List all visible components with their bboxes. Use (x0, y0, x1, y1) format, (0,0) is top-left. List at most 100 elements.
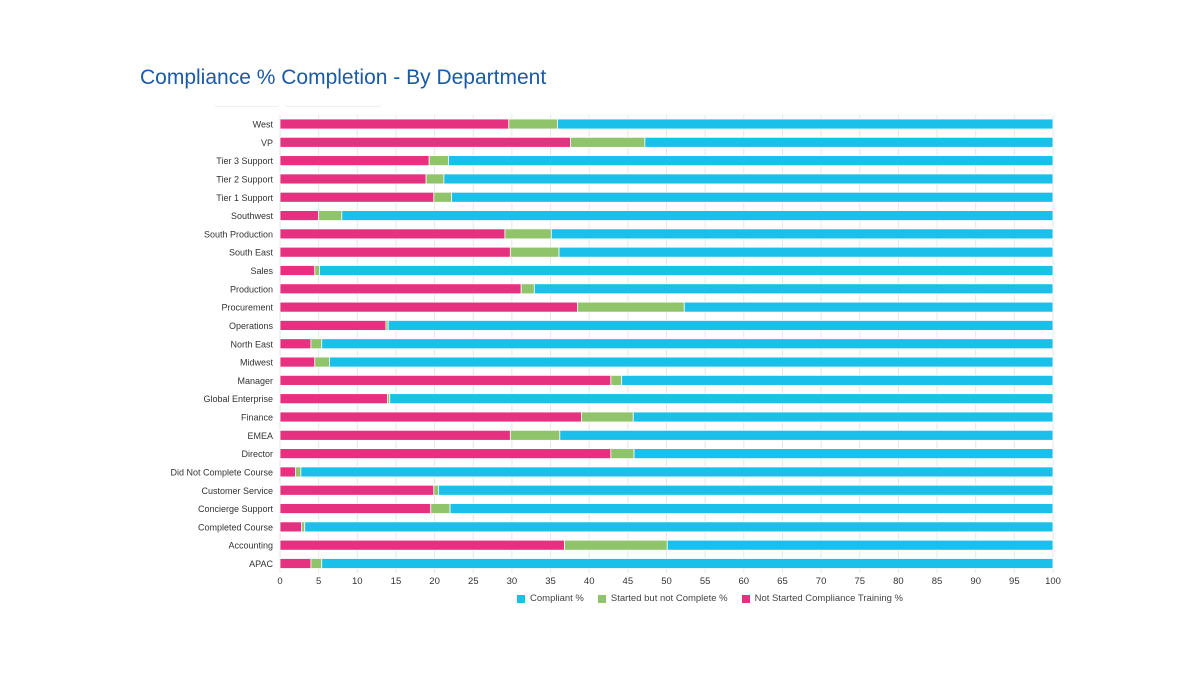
bar-started[interactable] (314, 356, 330, 368)
category-label: Tier 3 Support (216, 156, 273, 166)
bar-started[interactable] (581, 411, 634, 423)
bar-not-started[interactable] (279, 448, 612, 460)
category-label: APAC (249, 559, 273, 569)
x-tick-label: 35 (545, 576, 556, 587)
bar-not-started[interactable] (279, 210, 320, 221)
bar-not-started[interactable] (279, 411, 582, 423)
bar-compliant[interactable] (321, 558, 1054, 569)
bar-compliant[interactable] (341, 210, 1054, 221)
x-tick-label: 60 (739, 576, 750, 587)
bar-compliant[interactable] (633, 448, 1054, 460)
bar-not-started[interactable] (279, 374, 612, 386)
bar-started[interactable] (433, 191, 453, 203)
bar-not-started[interactable] (279, 301, 579, 313)
bar-compliant[interactable] (443, 173, 1054, 185)
category-label: North East (230, 339, 273, 349)
bar-compliant[interactable] (319, 265, 1054, 276)
bar-started[interactable] (428, 155, 449, 167)
legend-item[interactable]: Not Started Compliance Training % (741, 593, 903, 604)
x-tick-label: 100 (1045, 576, 1061, 587)
bar-started[interactable] (610, 374, 623, 386)
x-tick-label: 90 (970, 576, 981, 587)
bar-started[interactable] (577, 301, 685, 313)
bar-not-started[interactable] (279, 429, 511, 441)
bars (279, 118, 1054, 569)
bar-compliant[interactable] (683, 301, 1054, 313)
bar-started[interactable] (504, 228, 552, 240)
x-tick-label: 85 (932, 576, 943, 587)
bar-compliant[interactable] (329, 356, 1054, 368)
bar-not-started[interactable] (279, 558, 312, 569)
category-label: Concierge Support (198, 504, 274, 514)
bar-started[interactable] (310, 558, 323, 569)
bar-started[interactable] (314, 265, 320, 276)
bar-compliant[interactable] (550, 228, 1054, 240)
bar-started[interactable] (430, 503, 451, 514)
bar-not-started[interactable] (279, 246, 511, 258)
bar-compliant[interactable] (632, 411, 1054, 423)
bar-compliant[interactable] (387, 320, 1054, 331)
bar-compliant[interactable] (438, 484, 1054, 496)
bar-compliant[interactable] (389, 393, 1054, 405)
bar-compliant[interactable] (451, 191, 1054, 203)
bar-compliant[interactable] (557, 118, 1054, 130)
legend-swatch (517, 594, 526, 603)
bar-not-started[interactable] (279, 173, 427, 185)
bar-not-started[interactable] (279, 136, 572, 148)
bar-not-started[interactable] (279, 265, 316, 276)
bar-not-started[interactable] (279, 521, 303, 533)
bar-compliant[interactable] (300, 466, 1054, 478)
bar-not-started[interactable] (279, 228, 506, 240)
category-label: Southwest (231, 211, 274, 221)
bar-not-started[interactable] (279, 466, 296, 478)
bar-started[interactable] (425, 173, 445, 185)
legend-item[interactable]: Compliant % (517, 593, 584, 604)
category-label: EMEA (247, 431, 273, 441)
bar-started[interactable] (509, 246, 560, 258)
bar-compliant[interactable] (321, 338, 1054, 350)
legend-swatch (597, 594, 606, 603)
bar-started[interactable] (301, 521, 306, 533)
bar-compliant[interactable] (448, 155, 1054, 167)
bar-not-started[interactable] (279, 155, 430, 167)
bar-started[interactable] (520, 283, 535, 295)
bar-not-started[interactable] (279, 338, 312, 350)
page-title: Compliance % Completion - By Department (140, 66, 547, 89)
category-label: Sales (250, 266, 273, 276)
category-label: Manager (237, 376, 273, 386)
bar-not-started[interactable] (279, 539, 565, 551)
bar-started[interactable] (610, 448, 635, 460)
bar-started[interactable] (564, 539, 668, 551)
bar-started[interactable] (318, 210, 343, 221)
bar-started[interactable] (433, 484, 439, 496)
bar-compliant[interactable] (533, 283, 1054, 295)
bar-compliant[interactable] (644, 136, 1054, 148)
bar-started[interactable] (509, 429, 561, 441)
bar-started[interactable] (295, 466, 302, 478)
category-label: Tier 1 Support (216, 193, 273, 203)
bar-compliant[interactable] (666, 539, 1054, 551)
bar-not-started[interactable] (279, 320, 387, 331)
bar-started[interactable] (570, 136, 646, 148)
category-label: Global Enterprise (203, 394, 273, 404)
bar-not-started[interactable] (279, 503, 432, 514)
bar-not-started[interactable] (279, 484, 435, 496)
bar-started[interactable] (508, 118, 558, 130)
bar-compliant[interactable] (621, 374, 1054, 386)
bar-compliant[interactable] (558, 246, 1054, 258)
bar-compliant[interactable] (449, 503, 1054, 514)
bar-not-started[interactable] (279, 356, 316, 368)
category-label: West (253, 120, 274, 130)
bar-not-started[interactable] (279, 393, 388, 405)
bar-not-started[interactable] (279, 118, 510, 130)
legend-label: Compliant % (530, 593, 584, 604)
bar-compliant[interactable] (559, 429, 1054, 441)
legend-item[interactable]: Started but not Complete % (597, 593, 728, 604)
category-label: Director (241, 449, 273, 459)
bar-not-started[interactable] (279, 191, 435, 203)
bar-started[interactable] (310, 338, 323, 350)
category-label: VP (261, 138, 273, 148)
bar-not-started[interactable] (279, 283, 522, 295)
bar-compliant[interactable] (304, 521, 1054, 533)
